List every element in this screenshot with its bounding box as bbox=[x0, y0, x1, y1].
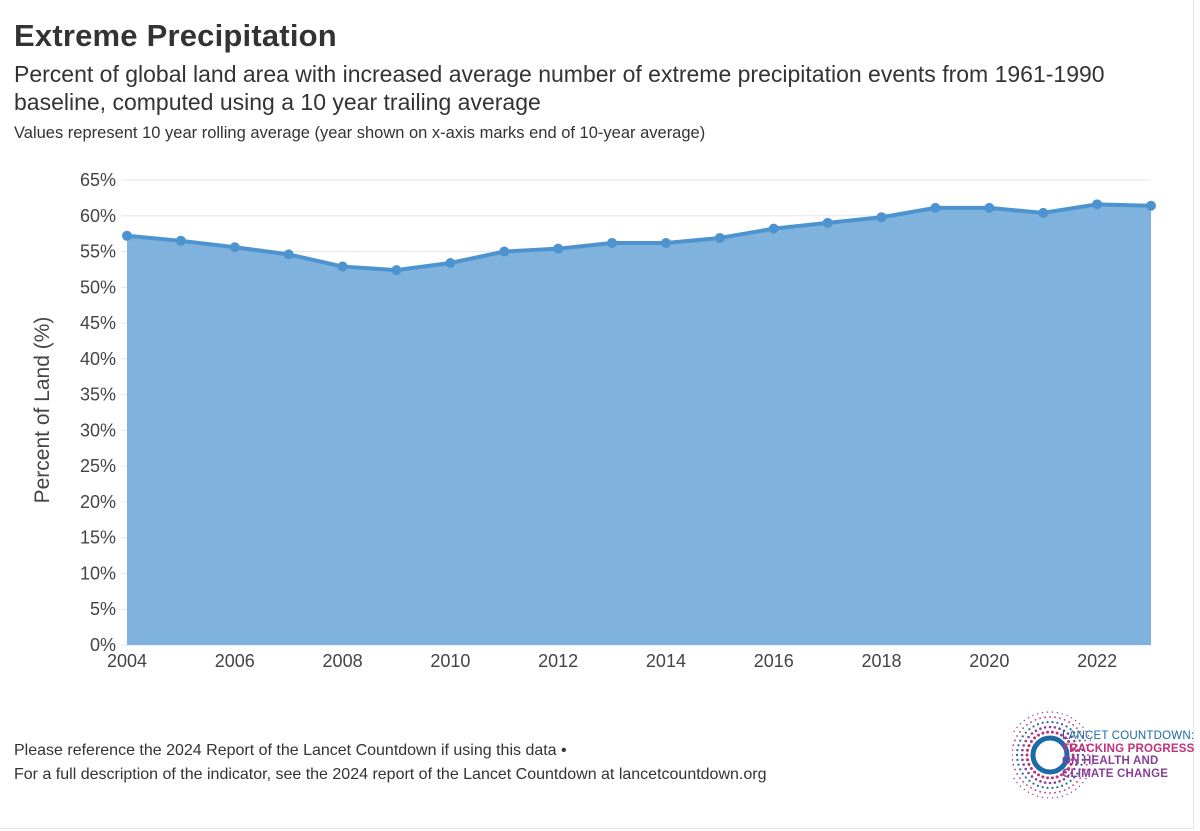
y-tick-label: 45% bbox=[80, 313, 116, 333]
logo-text-line: CLIMATE CHANGE bbox=[1062, 767, 1169, 780]
footer-description-text: For a full description of the indicator,… bbox=[14, 766, 767, 783]
y-tick-label: 40% bbox=[80, 349, 116, 369]
chart-title: Extreme Precipitation bbox=[14, 18, 337, 53]
y-tick-label: 15% bbox=[80, 528, 116, 548]
y-tick-label: 10% bbox=[80, 563, 116, 583]
footer: Please reference the 2024 Report of the … bbox=[14, 739, 766, 787]
data-point[interactable] bbox=[822, 217, 833, 228]
y-tick-label: 0% bbox=[90, 635, 116, 655]
chart-note: Values represent 10 year rolling average… bbox=[14, 124, 706, 142]
data-point[interactable] bbox=[660, 237, 671, 248]
lancet-countdown-logo bbox=[1012, 711, 1094, 799]
logo-text-line: ON HEALTH AND bbox=[1062, 755, 1159, 767]
data-point[interactable] bbox=[768, 223, 779, 234]
data-point[interactable] bbox=[876, 212, 887, 223]
logo-text-line: TRACKING PROGRESS bbox=[1062, 742, 1195, 755]
logo-dot-ring-icon bbox=[1012, 711, 1094, 799]
data-point[interactable] bbox=[553, 243, 564, 254]
y-tick-label: 65% bbox=[80, 170, 116, 190]
y-axis-title: Percent of Land (%) bbox=[31, 317, 54, 504]
data-point[interactable] bbox=[499, 246, 510, 257]
y-tick-label: 60% bbox=[80, 206, 116, 226]
y-tick-label: 5% bbox=[90, 599, 116, 619]
data-point[interactable] bbox=[714, 232, 725, 243]
chart-subtitle: Percent of global land area with increas… bbox=[14, 61, 1105, 115]
y-tick-label: 35% bbox=[80, 385, 116, 405]
logo-ring-icon bbox=[1030, 735, 1070, 775]
data-point[interactable] bbox=[1092, 199, 1103, 210]
x-axis-ticks: 2004 2006 2008 2010 2012 2014 2016 2018 2020 2022 bbox=[107, 651, 1117, 671]
x-tick-label: 2010 bbox=[430, 651, 470, 671]
x-tick-label: 2012 bbox=[538, 651, 578, 671]
data-point[interactable] bbox=[930, 202, 941, 213]
y-axis-ticks: 0% 5% 10% 15% 20% 25% 30% 35% 40% 45% 50% 55% 60% 65% bbox=[80, 170, 116, 655]
y-tick-label: 20% bbox=[80, 492, 116, 512]
data-point[interactable] bbox=[445, 257, 456, 268]
x-tick-label: 2022 bbox=[1077, 651, 1117, 671]
area-series bbox=[126, 202, 1152, 646]
data-point[interactable] bbox=[122, 230, 132, 241]
data-point[interactable] bbox=[1038, 207, 1049, 218]
x-tick-label: 2008 bbox=[323, 651, 363, 671]
area-chart: 0% 5% 10% 15% 20% 25% 30% 35% 40% 45% 50% 55% 60% 65%… bbox=[31, 170, 1156, 671]
x-tick-label: 2006 bbox=[215, 651, 255, 671]
logo-text-line: LANCET COUNTDOWN: bbox=[1062, 730, 1195, 742]
footer-reference-text: Please reference the 2024 Report of the … bbox=[14, 742, 567, 759]
x-tick-label: 2014 bbox=[646, 651, 686, 671]
data-point[interactable] bbox=[229, 242, 240, 253]
x-tick-label: 2018 bbox=[862, 651, 902, 671]
data-point[interactable] bbox=[175, 235, 186, 246]
data-point[interactable] bbox=[1146, 200, 1156, 211]
area-fill bbox=[127, 204, 1151, 646]
x-tick-label: 2020 bbox=[969, 651, 1009, 671]
data-markers bbox=[122, 199, 1156, 276]
series-line bbox=[126, 202, 1152, 273]
y-tick-label: 25% bbox=[80, 456, 116, 476]
y-tick-label: 50% bbox=[80, 277, 116, 297]
x-tick-label: 2004 bbox=[107, 651, 147, 671]
data-point[interactable] bbox=[337, 261, 348, 272]
y-tick-label: 30% bbox=[80, 420, 116, 440]
data-point[interactable] bbox=[607, 237, 618, 248]
y-tick-label: 55% bbox=[80, 242, 116, 262]
logo-text: LANCET COUNTDOWN: TRACKING PROGRESS ON H… bbox=[1062, 730, 1194, 780]
x-tick-label: 2016 bbox=[754, 651, 794, 671]
data-point[interactable] bbox=[283, 249, 294, 260]
data-point[interactable] bbox=[391, 265, 402, 276]
data-point[interactable] bbox=[984, 202, 995, 213]
